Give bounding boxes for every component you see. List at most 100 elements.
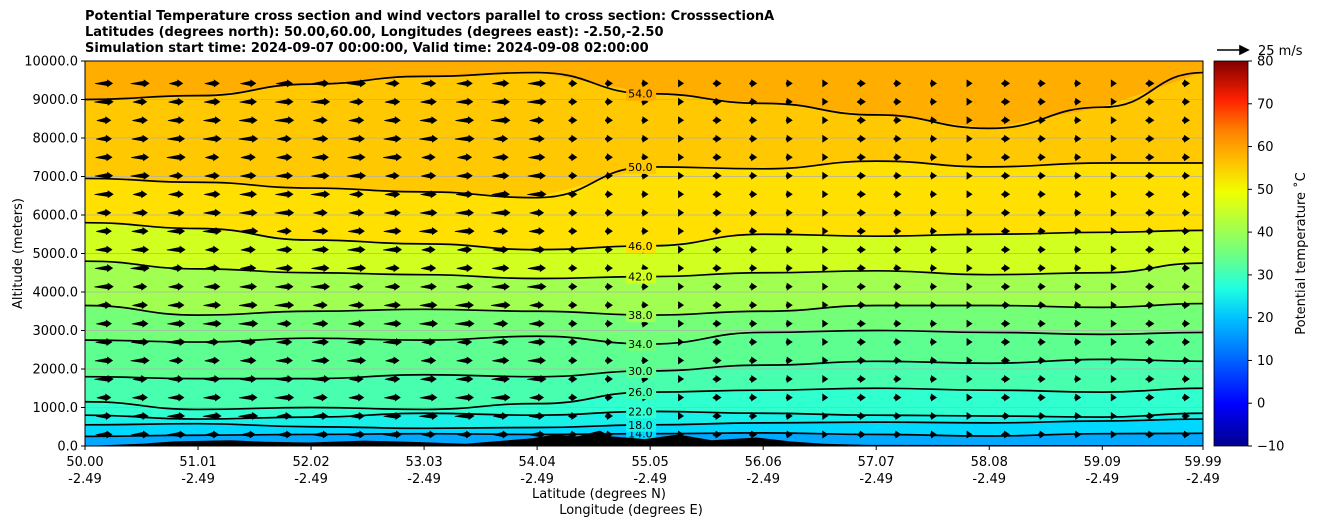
wind-vector [712, 97, 722, 106]
x-tick-label-lat: 51.01 [179, 455, 216, 470]
vector-key-arrow [1217, 44, 1250, 56]
wind-vector [1181, 393, 1190, 402]
wind-vector [822, 282, 829, 291]
wind-vector [712, 264, 722, 273]
wind-vector [893, 282, 902, 291]
wind-vector [1001, 264, 1011, 273]
wind-vector [641, 356, 649, 365]
wind-vector [1037, 171, 1046, 180]
contour-label: 38.0 [628, 309, 653, 322]
wind-vector [568, 411, 578, 420]
wind-vector [238, 116, 258, 125]
wind-vector [1181, 264, 1190, 273]
wind-vector [568, 227, 578, 236]
x-tick-label-lat: 55.05 [632, 455, 669, 470]
colorbar-tick-label: 20 [1257, 311, 1274, 326]
wind-vector [966, 116, 973, 125]
wind-vector [274, 208, 295, 217]
wind-vector [313, 116, 328, 125]
wind-vector [274, 301, 295, 310]
wind-vector [346, 264, 367, 273]
wind-vector [712, 79, 722, 88]
wind-vector [167, 134, 186, 143]
wind-vector [493, 134, 509, 143]
x-tick-label-lat: 54.04 [519, 455, 556, 470]
wind-vector [94, 282, 114, 291]
wind-vector [311, 245, 329, 254]
wind-vector [1145, 116, 1155, 125]
contour-label: 26.0 [628, 386, 653, 399]
wind-vector [749, 79, 758, 88]
wind-vector [856, 227, 866, 236]
wind-vector [856, 245, 866, 254]
wind-vector [822, 171, 829, 180]
wind-vector [930, 245, 938, 254]
wind-vector [604, 153, 613, 162]
wind-vector [346, 171, 367, 180]
wind-vector [527, 356, 546, 365]
wind-vector [240, 171, 257, 180]
wind-vector [785, 134, 793, 143]
wind-vector [1181, 190, 1190, 199]
wind-vector [893, 134, 902, 143]
wind-vector [893, 153, 902, 162]
wind-vector [712, 190, 722, 199]
contour-label: 18.0 [628, 419, 653, 432]
wind-vector [204, 264, 220, 273]
contour-label-bg [626, 336, 657, 351]
wind-vector [856, 97, 866, 106]
wind-vector [641, 79, 649, 88]
wind-vector [132, 393, 148, 402]
wind-vector [893, 116, 902, 125]
wind-vector [490, 393, 511, 402]
wind-vector [785, 338, 793, 347]
wind-vector [1001, 208, 1011, 217]
wind-vector [966, 375, 973, 384]
wind-vector [712, 227, 722, 236]
wind-vector [1001, 375, 1011, 384]
wind-vector [678, 301, 685, 310]
wind-vector [1181, 134, 1190, 143]
wind-vector [568, 264, 578, 273]
wind-vector [312, 411, 329, 420]
wind-vector [383, 227, 402, 236]
wind-vector [641, 227, 649, 236]
wind-vector [1037, 264, 1046, 273]
wind-vector [1110, 190, 1117, 199]
x-tick-label-lon: -2.49 [68, 472, 102, 487]
wind-vector [240, 356, 257, 365]
wind-vector [274, 116, 295, 125]
wind-vector [457, 338, 473, 347]
wind-vector [240, 79, 257, 88]
wind-vector [419, 393, 438, 402]
wind-vector [131, 227, 149, 236]
wind-vector [310, 282, 331, 291]
wind-vector [202, 134, 222, 143]
wind-vector [421, 245, 436, 254]
wind-vector [205, 153, 220, 162]
wind-vector [168, 282, 184, 291]
wind-vector [1145, 97, 1155, 106]
wind-vector [130, 171, 150, 180]
wind-vector [490, 116, 511, 125]
wind-vector [169, 356, 184, 365]
y-tick-label: 2000.0 [33, 363, 79, 378]
wind-vector [966, 153, 973, 162]
wind-vector [204, 356, 220, 365]
wind-vector [275, 356, 293, 365]
wind-vector [930, 319, 938, 328]
temperature-band [85, 72, 1203, 198]
wind-vector [930, 171, 938, 180]
wind-vector [384, 97, 401, 106]
contour-label-bg [626, 269, 657, 284]
wind-vector [1037, 282, 1046, 291]
wind-vector [275, 282, 294, 291]
wind-vector [204, 97, 221, 106]
wind-vector [491, 97, 510, 106]
wind-vector [1145, 282, 1155, 291]
x-tick-label-lat: 50.00 [66, 455, 103, 470]
wind-vector [1181, 79, 1190, 88]
wind-vector [822, 153, 829, 162]
wind-vector [1001, 227, 1011, 236]
wind-vector [678, 116, 685, 125]
